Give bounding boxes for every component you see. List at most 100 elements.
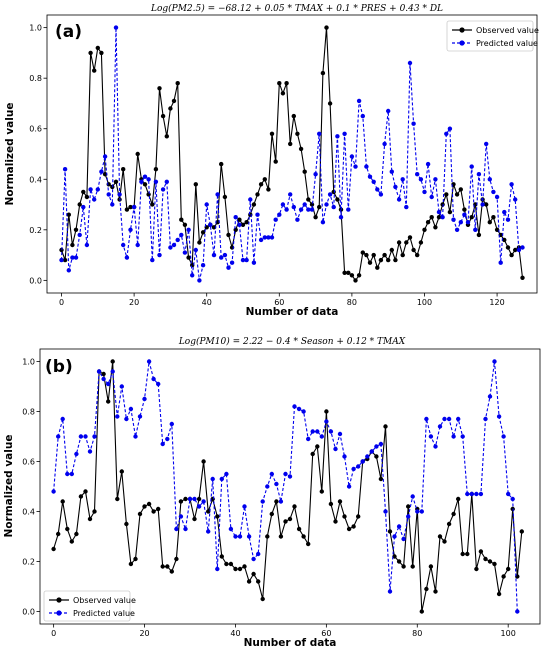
data-point-observed [520, 275, 525, 280]
data-point-predicted [262, 235, 267, 240]
data-point-predicted [410, 494, 415, 499]
data-point-predicted [378, 192, 384, 197]
panel-a-ylabel: Normalized value [4, 103, 16, 206]
data-point-predicted [400, 177, 405, 182]
data-point-predicted [364, 164, 369, 169]
data-point-observed [440, 202, 445, 207]
data-point-observed [478, 549, 484, 554]
legend-observed-label: Observed value [476, 26, 539, 35]
data-point-observed [505, 245, 511, 250]
data-point-predicted [515, 609, 520, 614]
panel-b-ticks: 0 20 40 60 80 100 0.0 0.2 0.4 0.6 0.8 1.0 [22, 358, 516, 639]
data-point-observed [197, 240, 202, 245]
panel-b-series [51, 359, 524, 614]
data-point-observed [266, 187, 271, 192]
data-point-predicted [446, 416, 452, 422]
data-point-observed [302, 169, 307, 174]
panel-b-title: Log(PM10) = 2.22 − 0.4 * Season + 0.12 *… [178, 336, 406, 347]
y-tick-label: 0.4 [29, 175, 42, 184]
data-point-predicted [51, 489, 56, 494]
data-point-predicted [469, 164, 474, 169]
data-point-predicted [351, 466, 356, 472]
legend-predicted-marker [56, 610, 62, 616]
data-point-observed [255, 192, 260, 197]
data-point-predicted [371, 179, 376, 184]
data-point-predicted [208, 222, 213, 227]
data-point-observed [74, 531, 79, 537]
data-point-observed [342, 270, 347, 275]
data-point-observed [284, 81, 289, 86]
data-point-predicted [346, 207, 351, 212]
data-point-observed [133, 556, 138, 562]
data-point-observed [306, 541, 311, 547]
data-point-observed [233, 566, 238, 572]
data-point-predicted [150, 257, 155, 263]
x-tick-label: 0 [59, 298, 64, 307]
data-point-predicted [193, 247, 198, 253]
x-tick-label: 80 [412, 629, 422, 638]
data-point-predicted [201, 499, 206, 504]
data-point-predicted [365, 454, 370, 459]
legend-observed-label: Observed value [73, 596, 136, 605]
data-point-predicted [389, 169, 394, 174]
data-point-predicted [401, 536, 406, 542]
data-point-predicted [501, 434, 506, 439]
legend-predicted-marker [459, 40, 465, 46]
data-point-observed [164, 134, 169, 139]
data-point-predicted [121, 242, 126, 248]
data-point-predicted [119, 384, 125, 389]
data-point-predicted [244, 257, 249, 263]
data-point-predicted [349, 154, 355, 159]
data-point-predicted [153, 179, 159, 184]
data-point-observed [83, 489, 88, 494]
data-point-predicted [70, 255, 75, 260]
data-point-predicted [480, 202, 485, 207]
data-point-observed [137, 511, 143, 517]
data-point-predicted [447, 126, 453, 131]
data-point-observed [196, 496, 202, 502]
data-point-predicted [101, 376, 106, 382]
data-point-observed [70, 242, 75, 248]
data-point-predicted [415, 509, 420, 514]
data-point-predicted [165, 436, 170, 442]
data-point-observed [509, 252, 514, 258]
data-point-predicted [510, 496, 515, 502]
data-point-observed [418, 240, 424, 245]
data-point-predicted [478, 491, 484, 497]
data-point-predicted [99, 169, 104, 174]
data-point-observed [73, 227, 79, 232]
data-point-observed [331, 189, 336, 195]
data-point-predicted [288, 192, 293, 197]
data-point-observed [174, 556, 179, 562]
data-point-observed [168, 106, 173, 111]
data-point-observed [496, 591, 502, 597]
data-point-observed [295, 131, 300, 136]
data-point-predicted [437, 424, 443, 429]
data-point-predicted [175, 237, 180, 243]
data-point-observed [491, 215, 496, 220]
data-point-predicted [487, 394, 493, 399]
data-point-predicted [310, 429, 315, 434]
data-point-observed [346, 526, 352, 532]
data-point-predicted [151, 376, 156, 382]
data-point-predicted [386, 108, 391, 114]
panel-a-series [59, 25, 525, 283]
data-point-predicted [206, 529, 211, 534]
data-point-predicted [476, 172, 482, 177]
data-point-predicted [317, 131, 322, 136]
x-tick-label: 20 [129, 298, 139, 307]
data-point-predicted [356, 464, 361, 469]
data-point-predicted [237, 222, 242, 227]
data-point-predicted [137, 414, 143, 419]
data-point-observed [287, 516, 293, 522]
data-point-observed [142, 504, 147, 509]
data-point-predicted [291, 204, 296, 210]
data-point-observed [51, 546, 56, 552]
data-point-predicted [204, 202, 209, 207]
data-point-observed [219, 161, 224, 167]
data-point-observed [296, 526, 302, 532]
data-point-predicted [142, 396, 147, 402]
data-point-predicted [156, 381, 161, 387]
data-point-predicted [484, 141, 489, 147]
data-point-predicted [469, 491, 474, 497]
